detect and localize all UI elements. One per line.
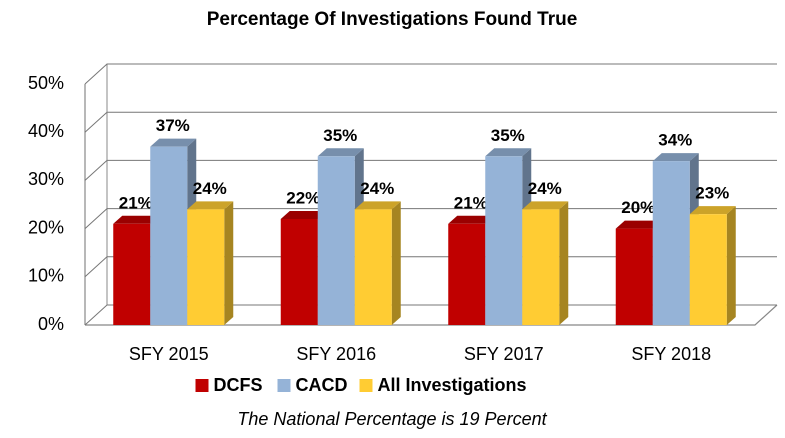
bar — [448, 223, 486, 325]
bar-top — [652, 153, 699, 162]
y-tick-label: 30% — [28, 169, 64, 189]
grid-line — [84, 63, 777, 85]
data-label: 22% — [286, 188, 320, 207]
annotation: The National Percentage is 19 Percent — [237, 409, 547, 429]
data-label: 24% — [360, 179, 394, 198]
bar — [354, 209, 392, 325]
legend-swatch — [359, 379, 373, 392]
data-label: 35% — [323, 126, 357, 145]
bar — [280, 218, 318, 325]
bar-top — [522, 201, 569, 210]
bar — [689, 214, 727, 325]
data-label: 34% — [658, 131, 692, 150]
bar-top — [187, 201, 234, 210]
bar — [187, 209, 225, 325]
x-tick-label: SFY 2015 — [129, 344, 209, 364]
bar-top — [113, 215, 160, 224]
bar-top — [485, 148, 532, 157]
bar-top — [280, 210, 327, 219]
data-label: 35% — [491, 126, 525, 145]
y-tick-label: 10% — [28, 266, 64, 286]
y-tick-label: 0% — [38, 314, 64, 334]
data-label: 23% — [695, 184, 729, 203]
y-tick-label: 40% — [28, 121, 64, 141]
bar — [522, 209, 560, 325]
legend-swatch — [195, 379, 209, 392]
data-label: 21% — [454, 193, 488, 212]
bar — [485, 156, 523, 325]
bar — [615, 228, 653, 325]
bar — [150, 146, 188, 325]
x-tick-label: SFY 2017 — [464, 344, 544, 364]
x-tick-label: SFY 2018 — [631, 344, 711, 364]
bar-side — [726, 206, 736, 325]
legend-swatch — [277, 379, 291, 392]
data-label: 21% — [119, 193, 153, 212]
bar-top — [689, 206, 736, 215]
legend-label: All Investigations — [378, 375, 527, 395]
bar-top — [150, 138, 197, 147]
bar — [652, 161, 690, 325]
chart-title: Percentage Of Investigations Found True — [207, 9, 578, 30]
bar — [113, 223, 151, 325]
bar — [317, 156, 355, 325]
data-label: 20% — [621, 198, 655, 217]
bar-side — [559, 201, 569, 325]
grid-line — [84, 159, 777, 181]
bar-top — [615, 220, 662, 229]
y-tick-label: 20% — [28, 217, 64, 237]
bar-top — [448, 215, 495, 224]
data-label: 24% — [193, 179, 227, 198]
y-tick-label: 50% — [28, 73, 64, 93]
bar-top — [354, 201, 401, 210]
legend-label: DCFS — [214, 375, 263, 395]
data-label: 24% — [528, 179, 562, 198]
grid-line — [84, 111, 777, 133]
bar-side — [224, 201, 234, 325]
bar-top — [317, 148, 364, 157]
data-label: 37% — [156, 116, 190, 135]
legend-label: CACD — [296, 375, 348, 395]
x-tick-label: SFY 2016 — [296, 344, 376, 364]
bar-side — [391, 201, 401, 325]
